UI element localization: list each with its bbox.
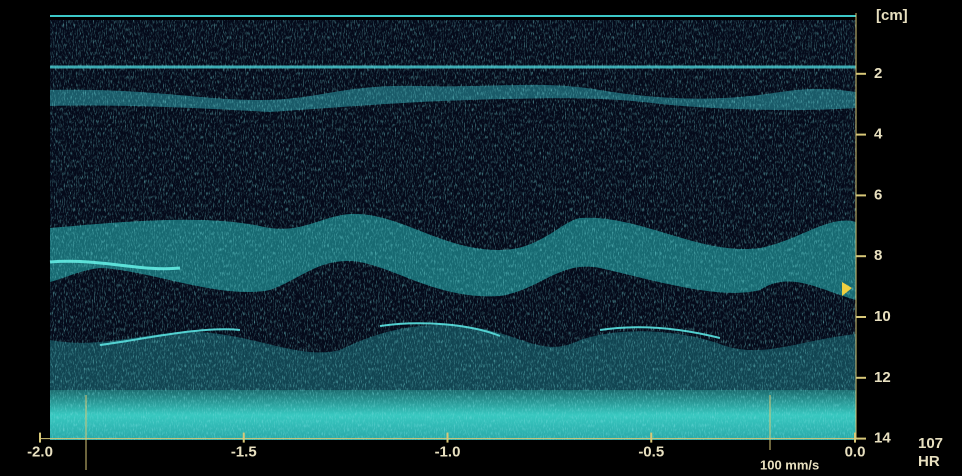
x-tick-label: -0.5: [638, 444, 664, 461]
x-tick-label: -1.5: [231, 444, 257, 461]
y-axis-label: [cm]: [876, 7, 908, 24]
page: [cm] 100 mm/s 107 HR 2 4 6 8 10 12 14 -2.0 -1.5 -…: [0, 0, 962, 476]
y-tick-label: 6: [874, 186, 882, 203]
y-tick-label: 8: [874, 247, 882, 264]
x-tick-label: -2.0: [27, 444, 53, 461]
y-tick-label: 14: [874, 430, 891, 447]
x-tick-label: -1.0: [435, 444, 461, 461]
y-tick-label: 10: [874, 308, 891, 325]
heart-rate-label: HR: [918, 453, 940, 470]
mmode-view: [cm] 100 mm/s 107 HR 2 4 6 8 10 12 14 -2.0 -1.5 -…: [0, 0, 962, 476]
echo-image: [50, 16, 856, 470]
sweep-speed: 100 mm/s: [760, 457, 819, 472]
x-tick-label: 0.0: [845, 444, 866, 461]
y-tick-label: 12: [874, 369, 891, 386]
y-tick-label: 4: [874, 126, 883, 143]
heart-rate: 107: [918, 435, 943, 452]
y-tick-label: 2: [874, 65, 882, 82]
